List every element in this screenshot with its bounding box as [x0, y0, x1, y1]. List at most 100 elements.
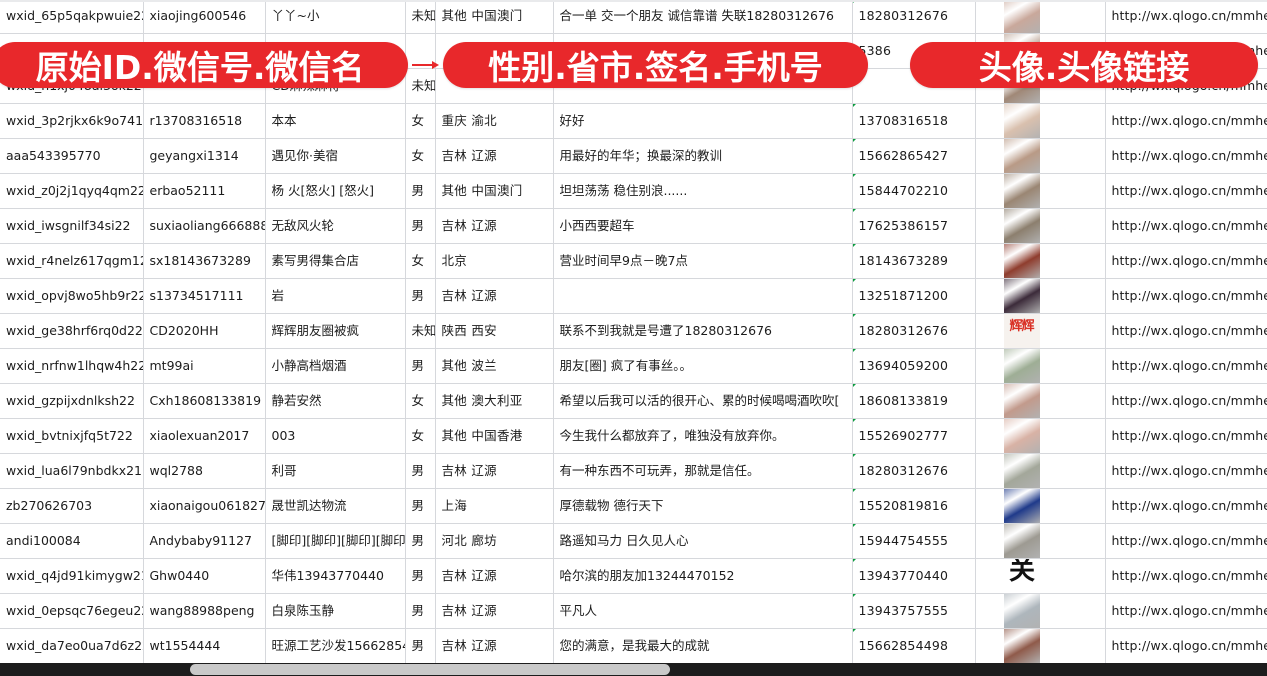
table-row[interactable]: wxid_opvj8wo5hb9r22 s13734517111 岩男吉林 辽源 13…	[0, 278, 1267, 314]
cell-phone[interactable]: 13943757555	[852, 593, 976, 629]
avatar-cell[interactable]: 辉辉	[975, 313, 1106, 349]
cell-region[interactable]: 吉林 辽源	[435, 453, 554, 489]
cell-wechat-id[interactable]: sx18143673289	[143, 243, 266, 279]
avatar-cell[interactable]	[975, 278, 1106, 314]
table-row[interactable]: wxid_r4nelz617qgm12 sx18143673289 素写男得集合店女…	[0, 243, 1267, 279]
cell-avatar-url[interactable]: http://wx.qlogo.cn/mmhead	[1105, 558, 1267, 594]
cell-wechat-name[interactable]: 白泉陈玉静	[265, 593, 406, 629]
cell-orig-id[interactable]: wxid_q4jd91kimygw21	[0, 558, 144, 594]
cell-signature[interactable]: 好好	[553, 103, 853, 139]
cell-region[interactable]: 其他 中国澳门	[435, 0, 554, 34]
cell-sex[interactable]: 男	[405, 173, 436, 209]
cell-avatar-url[interactable]: http://wx.qlogo.cn/mmhead	[1105, 313, 1267, 349]
table-row[interactable]: aaa543395770 geyangxi1314 遇见你·美宿女吉林 辽源 用最好的…	[0, 138, 1267, 174]
table-row[interactable]: zb270626703 xiaonaigou061827 晟世凯达物流男上海 厚德载物…	[0, 488, 1267, 524]
cell-signature[interactable]: 联系不到我就是号遭了18280312676	[553, 313, 853, 349]
cell-signature[interactable]: 小西西要超车	[553, 208, 853, 244]
avatar-cell[interactable]: 关	[975, 558, 1106, 594]
avatar-cell[interactable]	[975, 173, 1106, 209]
avatar-cell[interactable]	[975, 628, 1106, 664]
avatar-cell[interactable]	[975, 138, 1106, 174]
cell-orig-id[interactable]: wxid_gzpijxdnlksh22	[0, 383, 144, 419]
cell-phone[interactable]: 13943770440	[852, 558, 976, 594]
cell-phone[interactable]: 18280312676	[852, 313, 976, 349]
cell-region[interactable]: 吉林 辽源	[435, 208, 554, 244]
cell-sex[interactable]: 女	[405, 138, 436, 174]
cell-region[interactable]: 北京	[435, 243, 554, 279]
cell-wechat-id[interactable]: r13708316518	[143, 103, 266, 139]
cell-signature[interactable]: 合一单 交一个朋友 诚信靠谱 失联18280312676	[553, 0, 853, 34]
cell-orig-id[interactable]: wxid_0epsqc76egeu22	[0, 593, 144, 629]
cell-orig-id[interactable]: aaa543395770	[0, 138, 144, 174]
cell-orig-id[interactable]: wxid_ge38hrf6rq0d22	[0, 313, 144, 349]
cell-wechat-name[interactable]: 无敌风火轮	[265, 208, 406, 244]
cell-phone[interactable]: 18608133819	[852, 383, 976, 419]
cell-phone[interactable]: 15662854498	[852, 628, 976, 664]
cell-signature[interactable]: 平凡人	[553, 593, 853, 629]
table-row[interactable]: wxid_bvtnixjfq5t722 xiaolexuan2017 003 女其他 …	[0, 418, 1267, 454]
cell-sex[interactable]: 女	[405, 243, 436, 279]
cell-orig-id[interactable]: wxid_opvj8wo5hb9r22	[0, 278, 144, 314]
cell-signature[interactable]: 有一种东西不可玩弄，那就是信任。	[553, 453, 853, 489]
cell-wechat-id[interactable]: wang88988peng	[143, 593, 266, 629]
cell-avatar-url[interactable]: http://wx.qlogo.cn/mmhead	[1105, 103, 1267, 139]
scrollbar-thumb[interactable]	[190, 664, 670, 675]
cell-region[interactable]: 其他 波兰	[435, 348, 554, 384]
avatar-cell[interactable]	[975, 523, 1106, 559]
table-row[interactable]: wxid_z0j2j1qyq4qm22 erbao52111 杨 火[怒火] [怒火…	[0, 173, 1267, 209]
avatar-cell[interactable]	[975, 593, 1106, 629]
horizontal-scrollbar[interactable]	[0, 663, 1267, 676]
table-row[interactable]: wxid_gzpijxdnlksh22 Cxh18608133819 静若安然女其他…	[0, 383, 1267, 419]
cell-sex[interactable]: 男	[405, 278, 436, 314]
cell-region[interactable]: 其他 中国澳门	[435, 173, 554, 209]
cell-region[interactable]: 吉林 辽源	[435, 593, 554, 629]
cell-wechat-id[interactable]: wt1554444	[143, 628, 266, 664]
cell-sex[interactable]: 未知	[405, 313, 436, 349]
cell-sex[interactable]	[405, 33, 436, 69]
cell-sex[interactable]: 男	[405, 488, 436, 524]
cell-wechat-name[interactable]: 小静高档烟酒	[265, 348, 406, 384]
avatar-cell[interactable]	[975, 208, 1106, 244]
cell-wechat-name[interactable]: 晟世凯达物流	[265, 488, 406, 524]
cell-wechat-id[interactable]: s13734517111	[143, 278, 266, 314]
cell-phone[interactable]: 13708316518	[852, 103, 976, 139]
cell-avatar-url[interactable]: http://wx.qlogo.cn/mmhead,	[1105, 628, 1267, 664]
table-row[interactable]: wxid_iwsgnilf34si22 suxiaoliang666888 无敌风火…	[0, 208, 1267, 244]
cell-wechat-id[interactable]: Ghw0440	[143, 558, 266, 594]
avatar-cell[interactable]	[975, 488, 1106, 524]
cell-wechat-id[interactable]: CD2020HH	[143, 313, 266, 349]
cell-wechat-name[interactable]: 利哥	[265, 453, 406, 489]
cell-orig-id[interactable]: wxid_r4nelz617qgm12	[0, 243, 144, 279]
cell-phone[interactable]: 18280312676	[852, 453, 976, 489]
table-row[interactable]: andi100084 Andybaby91127 [脚印][脚印][脚印][脚印男河…	[0, 523, 1267, 559]
cell-phone[interactable]: 15944754555	[852, 523, 976, 559]
cell-orig-id[interactable]: wxid_nrfnw1lhqw4h22	[0, 348, 144, 384]
cell-orig-id[interactable]: wxid_65p5qakpwuie22	[0, 0, 144, 34]
cell-signature[interactable]: 哈尔滨的朋友加13244470152	[553, 558, 853, 594]
cell-phone[interactable]: 17625386157	[852, 208, 976, 244]
cell-orig-id[interactable]: andi100084	[0, 523, 144, 559]
cell-signature[interactable]: 坦坦荡荡 稳住别浪......	[553, 173, 853, 209]
cell-phone[interactable]: 15662865427	[852, 138, 976, 174]
cell-wechat-name[interactable]: 岩	[265, 278, 406, 314]
cell-avatar-url[interactable]: http://wx.qlogo.cn/mmhead	[1105, 453, 1267, 489]
cell-wechat-name[interactable]: [脚印][脚印][脚印][脚印	[265, 523, 406, 559]
cell-orig-id[interactable]: wxid_3p2rjkx6k9o741	[0, 103, 144, 139]
table-row[interactable]: wxid_q4jd91kimygw21 Ghw0440 华伟13943770440 男…	[0, 558, 1267, 594]
cell-phone[interactable]: 15844702210	[852, 173, 976, 209]
cell-sex[interactable]: 未知	[405, 68, 436, 104]
cell-wechat-name[interactable]: 素写男得集合店	[265, 243, 406, 279]
cell-region[interactable]: 吉林 辽源	[435, 278, 554, 314]
cell-wechat-id[interactable]: geyangxi1314	[143, 138, 266, 174]
cell-wechat-id[interactable]: wql2788	[143, 453, 266, 489]
cell-wechat-id[interactable]: xiaolexuan2017	[143, 418, 266, 454]
cell-wechat-id[interactable]: mt99ai	[143, 348, 266, 384]
table-row[interactable]: wxid_ge38hrf6rq0d22 CD2020HH 辉辉朋友圈被疯 未知 陕西 西…	[0, 313, 1267, 349]
cell-region[interactable]: 吉林 辽源	[435, 558, 554, 594]
cell-phone[interactable]: 18280312676	[852, 0, 976, 34]
cell-orig-id[interactable]: zb270626703	[0, 488, 144, 524]
table-row[interactable]: wxid_0epsqc76egeu22 wang88988peng 白泉陈玉静男吉林…	[0, 593, 1267, 629]
cell-signature[interactable]: 营业时间早9点－晚7点	[553, 243, 853, 279]
cell-phone[interactable]: 18143673289	[852, 243, 976, 279]
